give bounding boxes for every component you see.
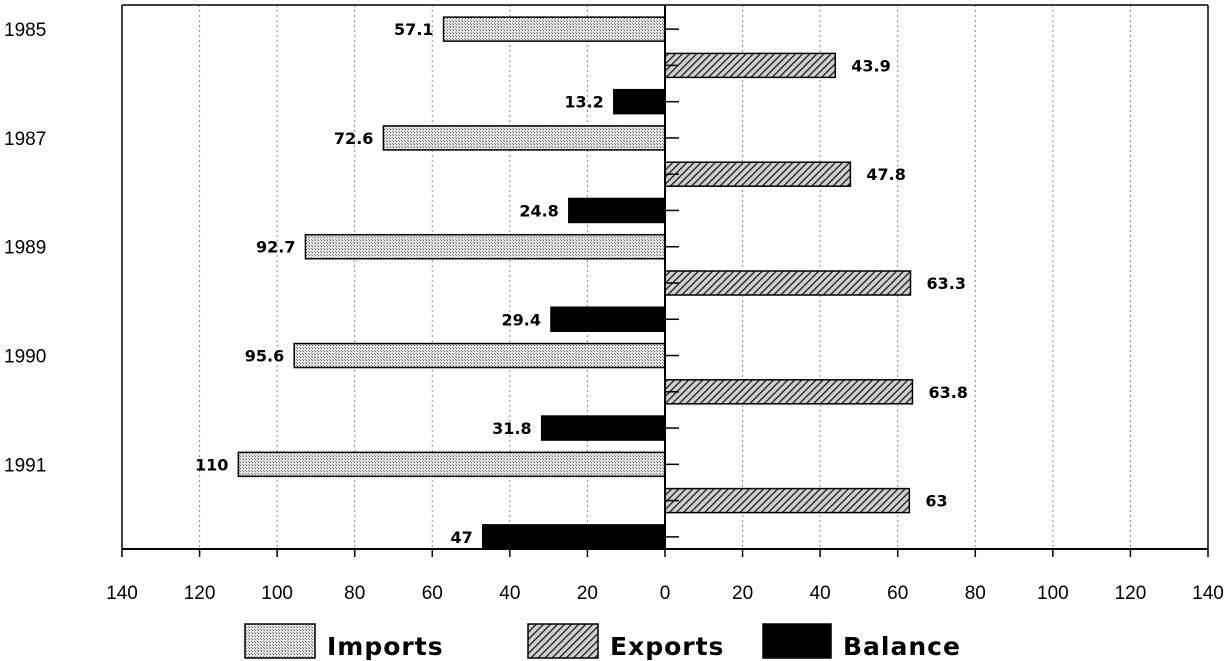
bar-balance-1987 bbox=[568, 197, 666, 224]
legend-label-imports: Imports bbox=[327, 632, 444, 661]
bar-balance-1985 bbox=[613, 88, 666, 115]
data-label-balance: 31.8 bbox=[492, 419, 531, 438]
x-tick-label: 140 bbox=[106, 583, 138, 604]
bar-imports-1985 bbox=[442, 16, 666, 42]
bar-imports-1991 bbox=[237, 451, 666, 478]
data-label-exports: 43.9 bbox=[851, 56, 890, 75]
labels-layer: 140 120 100 80 60 40 20 0 20 40 60 80 100 120 140 57.1 4… bbox=[4, 20, 1224, 604]
x-tick-label: 120 bbox=[1115, 583, 1147, 604]
x-tick-label: 20 bbox=[577, 583, 598, 604]
category-label: 1987 bbox=[4, 129, 46, 150]
x-tick-label: 100 bbox=[1037, 583, 1069, 604]
bar-exports-1989 bbox=[664, 270, 912, 296]
data-label-imports: 72.6 bbox=[334, 129, 373, 148]
bar-exports-1985 bbox=[664, 52, 837, 79]
data-label-imports: 57.1 bbox=[394, 20, 433, 39]
category-label: 1989 bbox=[4, 238, 46, 259]
data-label-imports: 92.7 bbox=[256, 238, 295, 257]
axes-layer bbox=[121, 4, 1209, 557]
legend-label-exports: Exports bbox=[610, 632, 724, 661]
data-label-exports: 63.3 bbox=[927, 274, 966, 293]
legend-label-balance: Balance bbox=[843, 632, 961, 661]
data-label-balance: 13.2 bbox=[564, 93, 603, 112]
x-tick-label: 40 bbox=[499, 583, 520, 604]
x-tick-label: 60 bbox=[887, 583, 908, 604]
bar-balance-1990 bbox=[540, 415, 666, 441]
x-tick-label: 100 bbox=[261, 583, 293, 604]
legend-swatch-imports bbox=[244, 623, 316, 659]
bar-imports-1987 bbox=[382, 125, 666, 151]
category-label: 1991 bbox=[4, 455, 46, 476]
data-label-balance: 29.4 bbox=[501, 310, 540, 329]
x-tick-label: 80 bbox=[965, 583, 986, 604]
x-tick-label: 140 bbox=[1192, 583, 1224, 604]
bar-exports-1987 bbox=[664, 161, 852, 187]
legend-swatch-exports bbox=[527, 623, 599, 659]
data-label-imports: 110 bbox=[195, 455, 228, 474]
bar-exports-1991 bbox=[664, 487, 911, 514]
data-label-balance: 24.8 bbox=[519, 201, 558, 220]
legend: Imports Exports Balance bbox=[244, 623, 961, 661]
legend-swatch-balance bbox=[762, 623, 832, 659]
bar-imports-1990 bbox=[293, 342, 666, 369]
bar-balance-1989 bbox=[550, 306, 666, 333]
data-label-exports: 63 bbox=[925, 492, 947, 511]
x-tick-label: 20 bbox=[732, 583, 753, 604]
bar-imports-1989 bbox=[304, 233, 666, 260]
data-label-imports: 95.6 bbox=[245, 347, 284, 366]
data-label-exports: 47.8 bbox=[866, 165, 905, 184]
bar-exports-1990 bbox=[664, 379, 914, 405]
x-tick-label: 40 bbox=[810, 583, 831, 604]
bar-balance-1991 bbox=[481, 524, 666, 550]
category-label: 1985 bbox=[4, 20, 46, 41]
x-tick-label: 0 bbox=[660, 583, 671, 604]
x-tick-label: 60 bbox=[422, 583, 443, 604]
x-tick-label: 120 bbox=[184, 583, 216, 604]
category-label: 1990 bbox=[4, 347, 46, 368]
data-label-exports: 63.8 bbox=[928, 383, 967, 402]
data-label-balance: 47 bbox=[450, 528, 472, 547]
x-tick-label: 80 bbox=[344, 583, 365, 604]
